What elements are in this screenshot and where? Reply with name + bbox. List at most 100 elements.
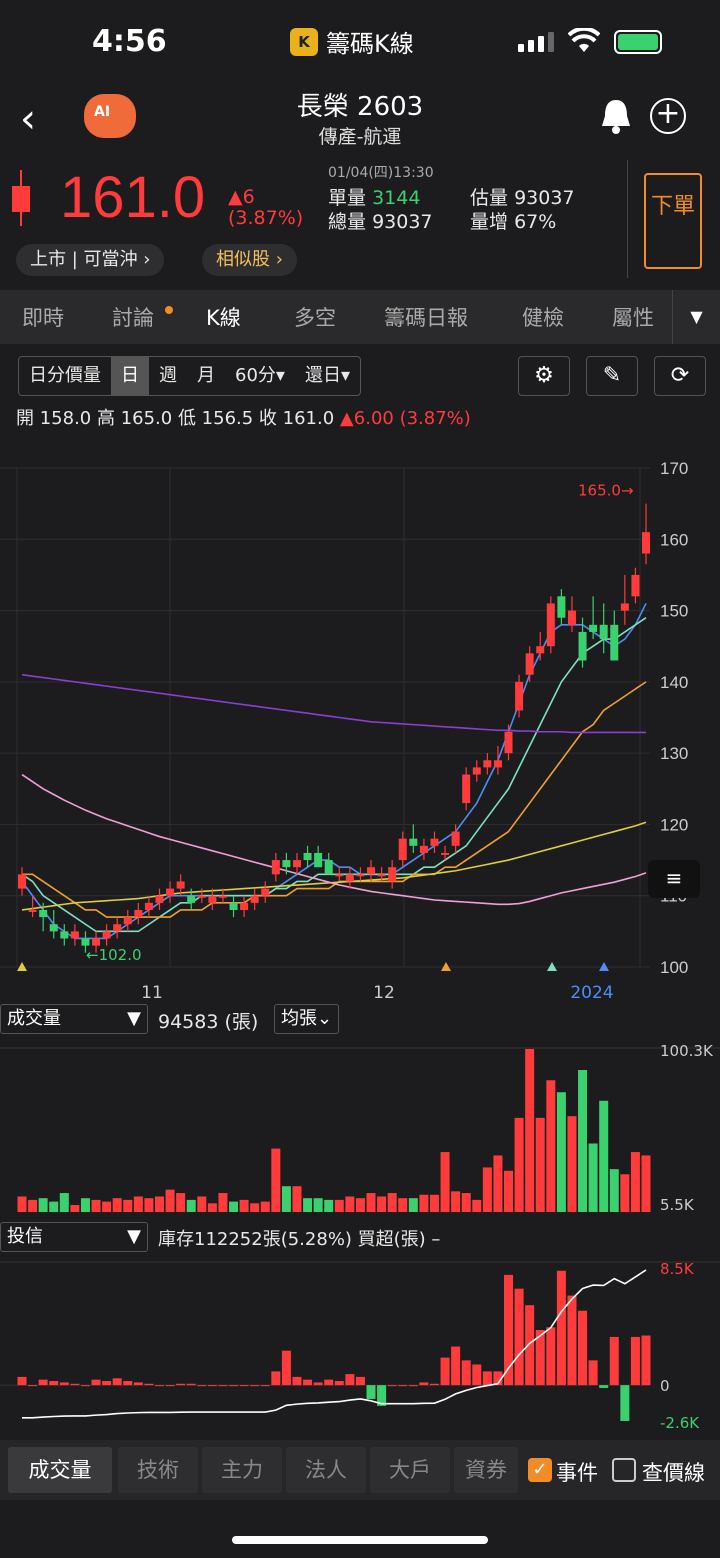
volume-bar: [599, 1100, 609, 1212]
candle-body: [271, 860, 280, 875]
price-line-checkbox[interactable]: [612, 1458, 636, 1482]
tab-bullbear[interactable]: 多空: [294, 306, 336, 330]
investor-bar: [303, 1379, 313, 1386]
bottom-tab-volume[interactable]: 成交量: [8, 1447, 112, 1493]
tab-discussion[interactable]: 討論: [112, 306, 154, 330]
rotate-screen-icon[interactable]: ⟳: [654, 356, 706, 396]
investor-bar: [588, 1360, 598, 1386]
volume-bar: [472, 1199, 482, 1212]
tab-health[interactable]: 健檢: [522, 306, 564, 330]
order-button[interactable]: 下單: [644, 173, 702, 269]
signal-icon: [518, 32, 554, 52]
investor-bar: [144, 1383, 154, 1386]
period-restore[interactable]: 還日▾: [304, 365, 350, 386]
volume-bar: [334, 1199, 344, 1212]
notification-dot: [165, 306, 173, 314]
bottom-tab-margin[interactable]: 資券: [454, 1447, 518, 1493]
tab-attributes[interactable]: 屬性: [612, 306, 654, 330]
similar-stocks-pill[interactable]: 相似股 ›: [202, 244, 297, 276]
candle-body: [208, 895, 217, 903]
home-indicator[interactable]: [232, 1536, 488, 1544]
volume-bar: [229, 1201, 239, 1212]
candle-body: [49, 924, 58, 932]
bottom-tab-big-holders[interactable]: 大戶: [370, 1447, 450, 1493]
ma-line-60日: [21, 821, 647, 911]
back-button[interactable]: ‹: [20, 96, 36, 142]
investor-selector[interactable]: 投信 ▼: [0, 1222, 148, 1252]
volume-bar: [408, 1198, 418, 1212]
investor-chart[interactable]: 8.5K 0 -2.6K: [0, 1256, 720, 1436]
ai-robot-icon[interactable]: AI: [84, 94, 136, 138]
candle-body: [589, 624, 598, 632]
volume-bar: [303, 1198, 313, 1212]
bell-icon[interactable]: [598, 96, 634, 136]
est-volume: 估量 93037: [470, 187, 575, 209]
period-intraday[interactable]: 日分價量: [29, 365, 101, 386]
investor-bar: [165, 1385, 175, 1387]
volume-bar: [112, 1198, 122, 1212]
bottom-tab-main-force[interactable]: 主力: [202, 1447, 282, 1493]
candle-body: [70, 931, 79, 939]
add-watchlist-button[interactable]: +: [650, 98, 686, 134]
candle-body: [282, 860, 291, 868]
investor-bar: [271, 1371, 281, 1386]
candle-body: [557, 596, 566, 618]
period-week[interactable]: 週: [159, 365, 177, 386]
investor-bar: [281, 1350, 291, 1386]
drag-handle-icon[interactable]: ≡: [648, 860, 700, 898]
market-pill[interactable]: 上市 | 可當沖 ›: [16, 244, 165, 276]
event-checkbox[interactable]: ✓: [528, 1458, 552, 1482]
volume-bar: [165, 1189, 175, 1212]
investor-bar: [345, 1374, 355, 1386]
bottom-tab-institution[interactable]: 法人: [286, 1447, 366, 1493]
investor-bar: [313, 1382, 323, 1386]
candle-body: [472, 767, 481, 775]
draw-pen-icon[interactable]: ✎: [586, 356, 638, 396]
settings-gear-icon[interactable]: ⚙: [518, 356, 570, 396]
candle-body: [525, 653, 534, 675]
volume-value: 94583 (張): [158, 1011, 259, 1033]
investor-bar: [80, 1385, 90, 1387]
volume-bar: [609, 1169, 619, 1212]
price-chart[interactable]: 170160150140130120110100165.0→←102.01112…: [0, 440, 720, 1000]
event-marker-icon: [17, 962, 27, 971]
y-tick-label: 140: [660, 673, 688, 692]
bottom-tab-technical[interactable]: 技術: [118, 1447, 198, 1493]
price-change-pct: (3.87%): [228, 207, 304, 229]
volume-bar: [440, 1152, 450, 1212]
investor-bar: [102, 1381, 112, 1386]
period-month[interactable]: 月: [197, 365, 215, 386]
investor-bar: [91, 1379, 101, 1386]
tab-realtime[interactable]: 即時: [22, 306, 64, 330]
candle-body: [483, 760, 492, 768]
candle-icon: [12, 170, 30, 226]
volume-chart[interactable]: 100.3K 5.5K: [0, 1036, 720, 1218]
period-day[interactable]: 日: [111, 357, 149, 395]
volume-selector[interactable]: 成交量 ▼: [0, 1004, 148, 1034]
investor-bar: [355, 1376, 365, 1386]
y-tick-label: 130: [660, 744, 688, 763]
volume-bar: [292, 1186, 302, 1212]
volume-mode-selector[interactable]: 均張⌄: [274, 1004, 340, 1034]
candle-body: [176, 881, 185, 889]
tab-chip-daily[interactable]: 籌碼日報: [384, 306, 468, 330]
candle-body: [567, 610, 576, 625]
candle-body: [155, 895, 164, 903]
volume-bar: [567, 1116, 577, 1212]
volume-bar: [366, 1193, 376, 1212]
investor-bar: [461, 1360, 471, 1386]
period-60min[interactable]: 60分▾: [235, 365, 285, 386]
x-tick-label: 12: [373, 983, 395, 1000]
volume-bar: [324, 1199, 334, 1212]
investor-bar: [429, 1383, 439, 1386]
tab-more-icon[interactable]: ▼: [672, 290, 720, 344]
tab-kline[interactable]: K線: [206, 306, 241, 330]
status-bar: 4:56 K 籌碼K線: [0, 0, 720, 84]
candle-body: [493, 760, 502, 768]
y-tick-label: 170: [660, 459, 688, 478]
investor-bar: [186, 1383, 196, 1386]
candle-body: [134, 909, 143, 918]
volume-bar: [250, 1203, 260, 1212]
volume-bar: [260, 1201, 270, 1212]
candle-body: [166, 888, 175, 896]
